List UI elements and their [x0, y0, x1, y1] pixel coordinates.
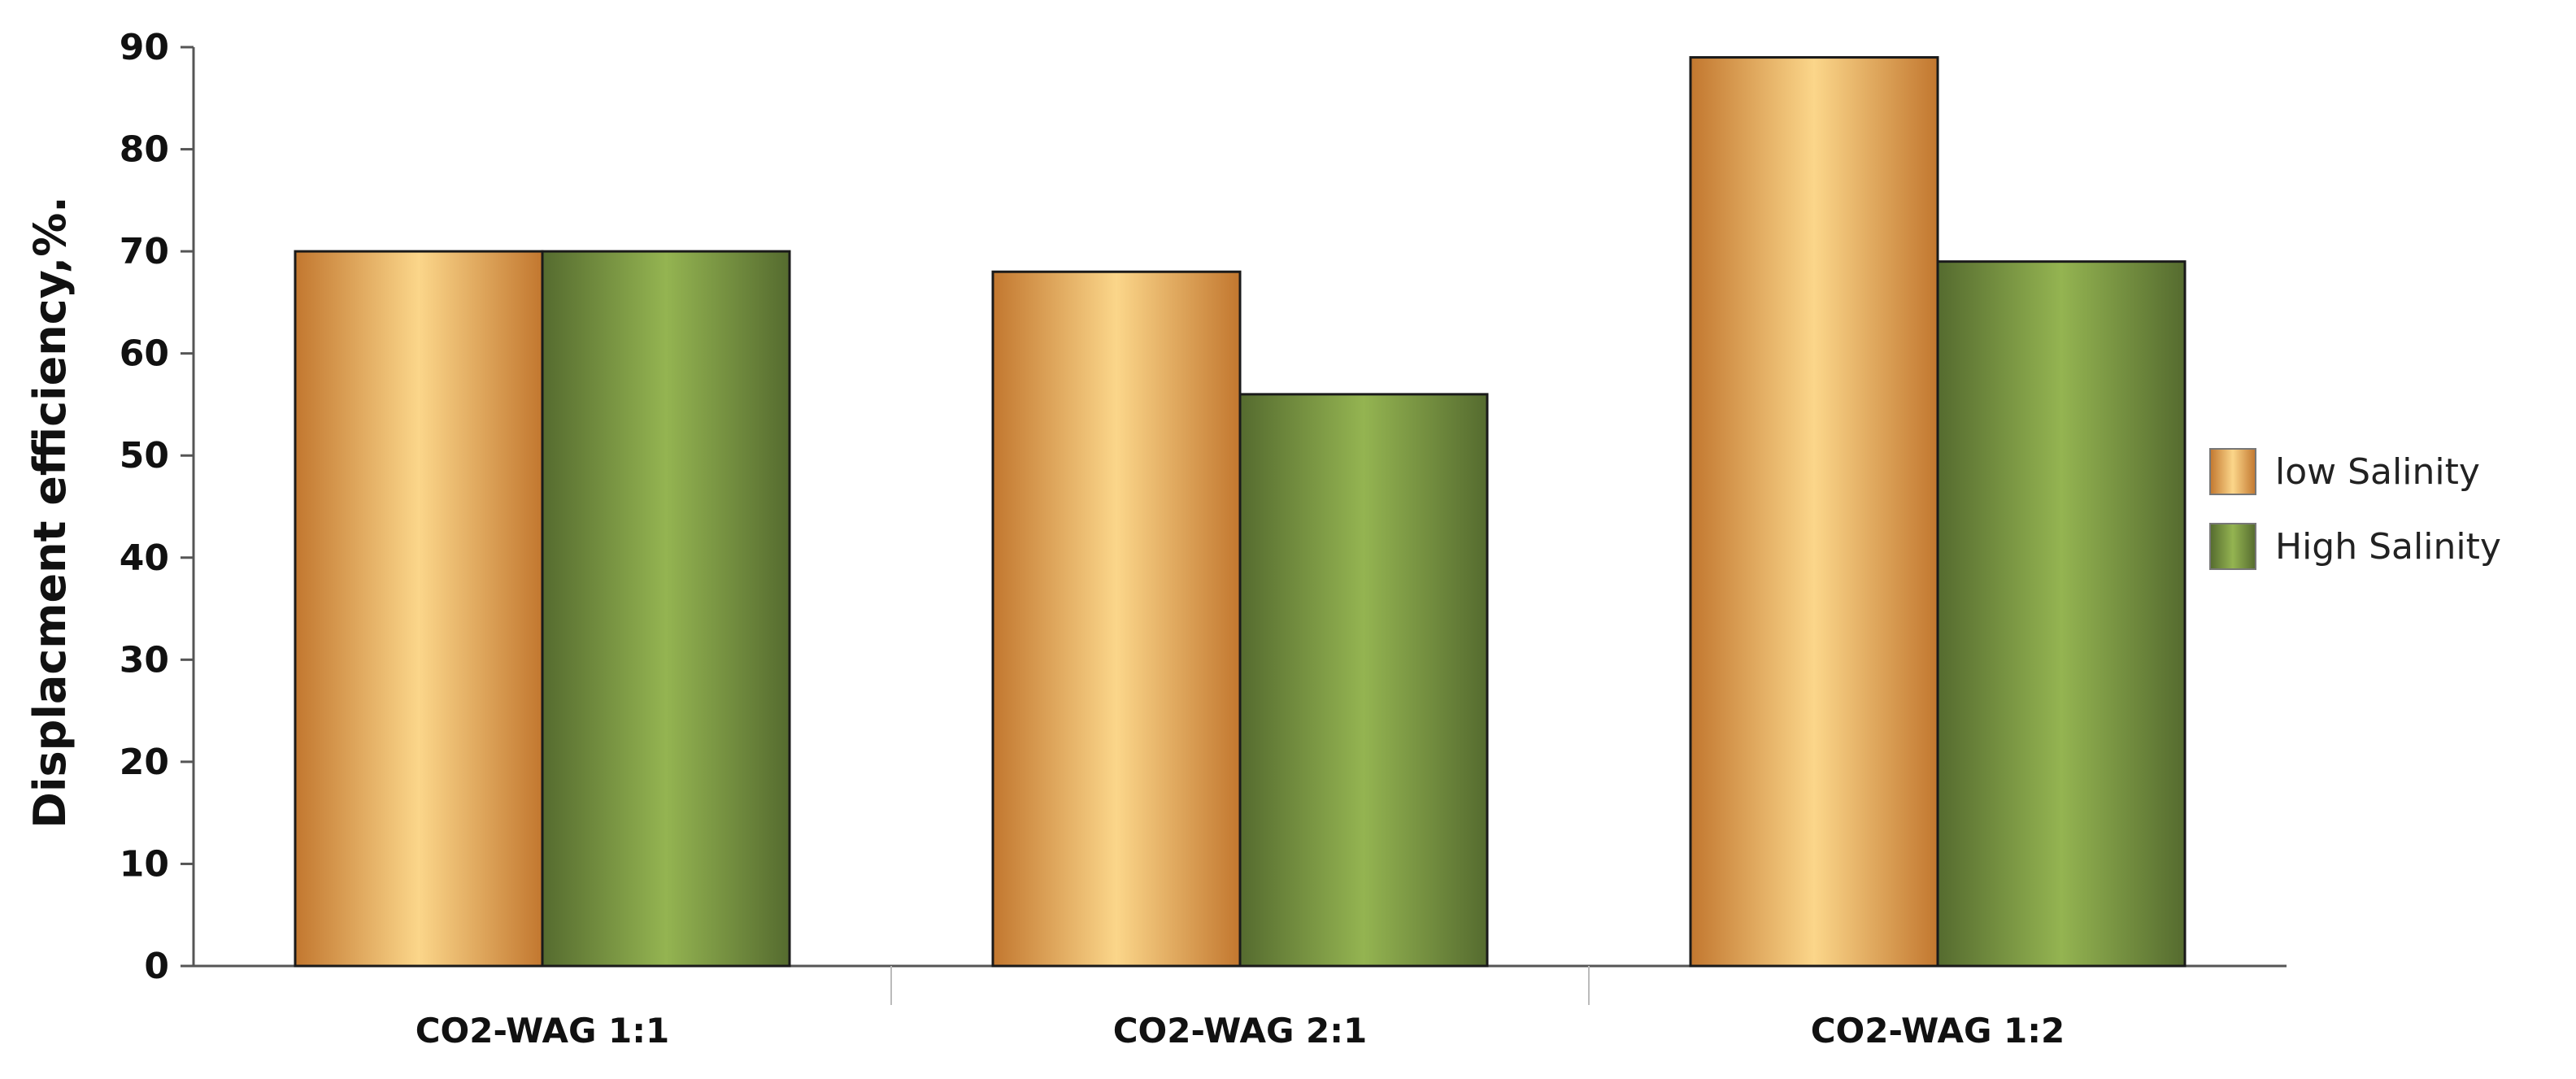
bar-high-salinity	[1238, 393, 1489, 968]
y-tick-label: 0	[144, 946, 169, 987]
x-category-label: CO2-WAG 1:1	[416, 1011, 670, 1051]
x-axis: CO2-WAG 1:1 CO2-WAG 2:1 CO2-WAG 1:2	[194, 964, 2287, 1051]
y-tick-label: 10	[120, 843, 169, 885]
y-tick-label: 40	[120, 537, 169, 579]
y-tick-label: 30	[120, 639, 169, 681]
bar-high-salinity	[1936, 260, 2187, 968]
legend-label: low Salinity	[2275, 451, 2480, 493]
y-tick-label: 20	[120, 742, 169, 783]
legend: low Salinity High Salinity	[2209, 448, 2501, 570]
y-axis-title: Displacment efficiency,%.	[24, 196, 76, 829]
bar-low-salinity	[1689, 56, 1939, 968]
y-tick-label: 50	[120, 435, 169, 476]
legend-swatch	[2209, 448, 2256, 495]
bars	[294, 56, 2187, 968]
y-tick-label: 90	[120, 27, 169, 68]
bar-low-salinity	[991, 270, 1242, 968]
x-category-label: CO2-WAG 2:1	[1113, 1011, 1368, 1051]
y-axis: 0 10 20 30 40 50 60 70 80 90	[120, 27, 195, 987]
legend-label: High Salinity	[2275, 526, 2501, 568]
legend-swatch	[2209, 523, 2256, 570]
y-tick-label: 70	[120, 231, 169, 272]
bar-low-salinity	[294, 250, 544, 968]
y-tick-label: 80	[120, 129, 169, 171]
x-category-label: CO2-WAG 1:2	[1811, 1011, 2065, 1051]
y-tick-label: 60	[120, 333, 169, 375]
bar-high-salinity	[541, 250, 791, 968]
